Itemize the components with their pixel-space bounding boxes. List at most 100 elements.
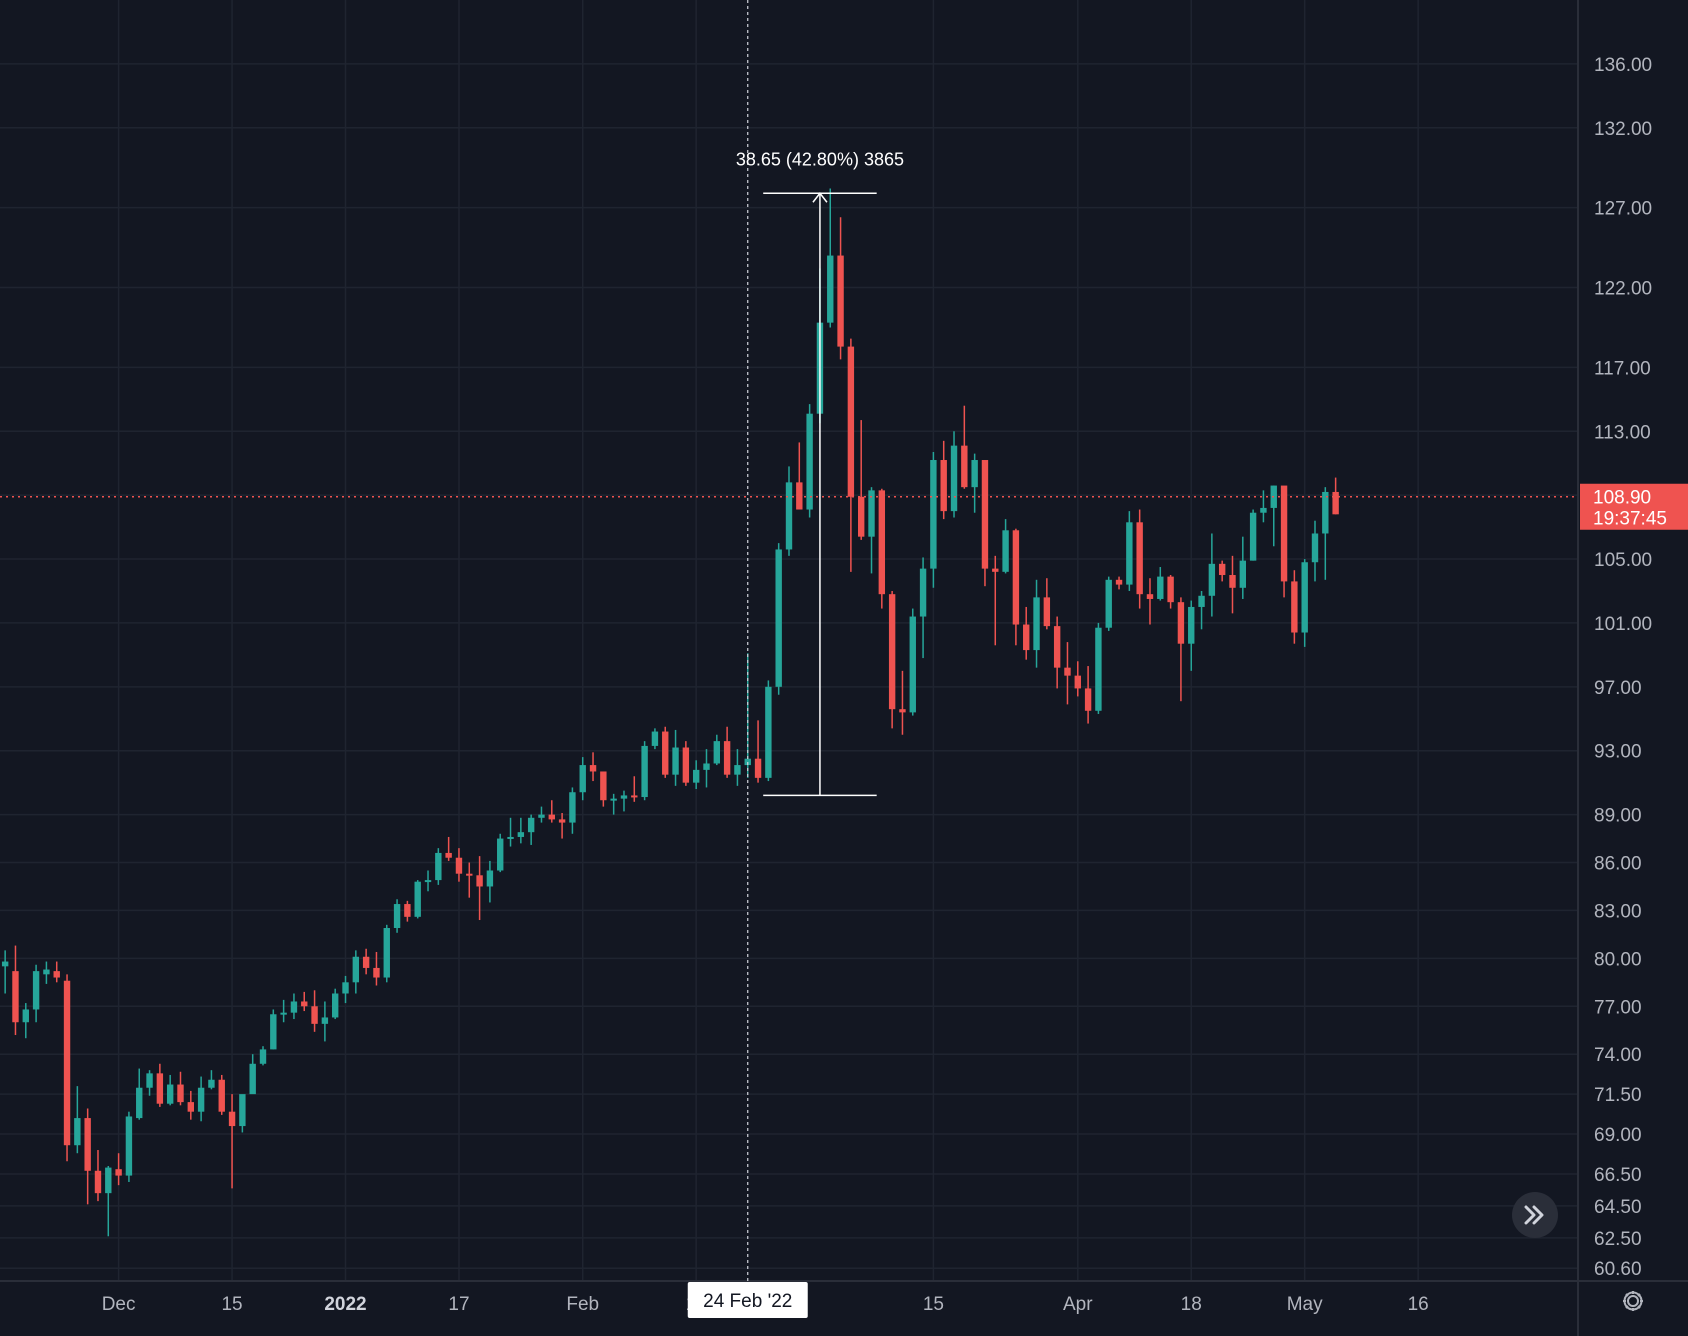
candle-body: [1239, 560, 1247, 588]
y-tick-label: 89.00: [1594, 806, 1642, 827]
candle-body: [1105, 579, 1112, 628]
candle-body: [1198, 595, 1205, 607]
candle-body: [404, 904, 411, 917]
candle-body: [1177, 602, 1185, 644]
candle-body: [1249, 512, 1257, 561]
candle-body: [940, 460, 947, 512]
candle-body: [259, 1049, 267, 1064]
candle-body: [641, 745, 648, 798]
candle-body: [228, 1111, 236, 1127]
candle-body: [1218, 563, 1226, 576]
candle-body: [146, 1073, 153, 1088]
candle-body: [362, 956, 370, 968]
measure-arrow-icon: [812, 192, 828, 203]
y-tick-label: 74.00: [1594, 1045, 1642, 1066]
y-tick-label: 69.00: [1594, 1125, 1642, 1146]
y-tick-label: 97.00: [1594, 678, 1642, 699]
chart-settings-button[interactable]: [1618, 1286, 1648, 1316]
candle-body: [197, 1087, 205, 1112]
candle-body: [156, 1073, 164, 1104]
x-tick-label: 16: [1408, 1294, 1429, 1315]
candle-body: [53, 971, 60, 978]
candle-body: [280, 1012, 287, 1015]
candle-body: [620, 795, 628, 799]
candle-body: [1126, 522, 1133, 585]
candle-body: [32, 971, 40, 1010]
candle-body: [22, 1009, 29, 1023]
y-tick-label: 80.00: [1594, 949, 1642, 970]
x-tick-label: 15: [221, 1294, 242, 1315]
candle-body: [1322, 491, 1329, 534]
candle-body: [1115, 579, 1123, 585]
candle-body: [569, 792, 576, 823]
x-tick-label: May: [1287, 1294, 1323, 1315]
candle-body: [435, 852, 442, 881]
y-tick-label: 62.50: [1594, 1229, 1642, 1250]
candle-body: [734, 765, 741, 775]
candle-body: [218, 1079, 225, 1112]
candle-body: [1023, 624, 1030, 651]
candle-body: [301, 1001, 308, 1007]
candle-body: [723, 741, 731, 775]
candle-body: [1291, 581, 1298, 633]
candle-body: [517, 832, 525, 837]
candle-body: [1084, 688, 1092, 711]
candle-body: [857, 496, 865, 537]
candle-body: [1332, 491, 1339, 515]
candle-body: [63, 980, 71, 1146]
candle-body: [249, 1063, 256, 1095]
candle-body: [455, 857, 463, 874]
candle-body: [558, 819, 566, 823]
candle-body: [115, 1169, 122, 1176]
candle-body: [909, 616, 916, 713]
candle-body: [682, 747, 690, 783]
candle-body: [1188, 606, 1195, 644]
candle-body: [837, 255, 844, 347]
candle-body: [579, 765, 586, 793]
candle-body: [476, 875, 483, 887]
y-tick-label: 132.00: [1594, 119, 1652, 140]
candle-body: [486, 870, 494, 887]
candle-body: [1229, 575, 1236, 588]
countdown-label: 19:37:45: [1593, 509, 1667, 530]
y-tick-label: 64.50: [1594, 1197, 1642, 1218]
candle-body: [950, 445, 958, 512]
candle-body: [1260, 507, 1267, 513]
candle-body: [785, 482, 793, 550]
candle-body: [12, 971, 19, 1023]
x-tick-label: 18: [1181, 1294, 1202, 1315]
candle-body: [538, 814, 545, 818]
candle-body: [1301, 562, 1308, 633]
scroll-to-realtime-button[interactable]: [1510, 1190, 1560, 1240]
candle-body: [1012, 530, 1020, 625]
candle-body: [589, 765, 597, 772]
candle-body: [342, 982, 349, 994]
candle-body: [662, 731, 669, 775]
candle-body: [424, 880, 432, 883]
candle-body: [961, 445, 968, 488]
candle-body: [1167, 576, 1174, 603]
candle-body: [713, 741, 721, 764]
current-price-badge: [1580, 483, 1688, 530]
y-tick-label: 86.00: [1594, 854, 1642, 875]
candle-body: [74, 1118, 81, 1146]
candle-body: [290, 1001, 298, 1013]
candle-body: [497, 838, 504, 871]
candle-body: [1002, 530, 1009, 572]
candle-body: [94, 1170, 102, 1194]
candle-body: [1208, 563, 1216, 596]
gear-icon: [1623, 1291, 1643, 1311]
candle-body: [692, 769, 700, 783]
candle-body: [270, 1014, 277, 1050]
candle-body: [765, 686, 772, 778]
y-tick-label: 83.00: [1594, 901, 1642, 922]
candle-body: [166, 1084, 174, 1104]
current-price-label: 108.90: [1593, 488, 1651, 509]
candle-body: [1043, 597, 1051, 627]
x-tick-label: Feb: [566, 1294, 599, 1315]
candle-body: [1, 961, 9, 967]
candle-body: [321, 1017, 329, 1024]
candle-body: [1033, 597, 1040, 651]
